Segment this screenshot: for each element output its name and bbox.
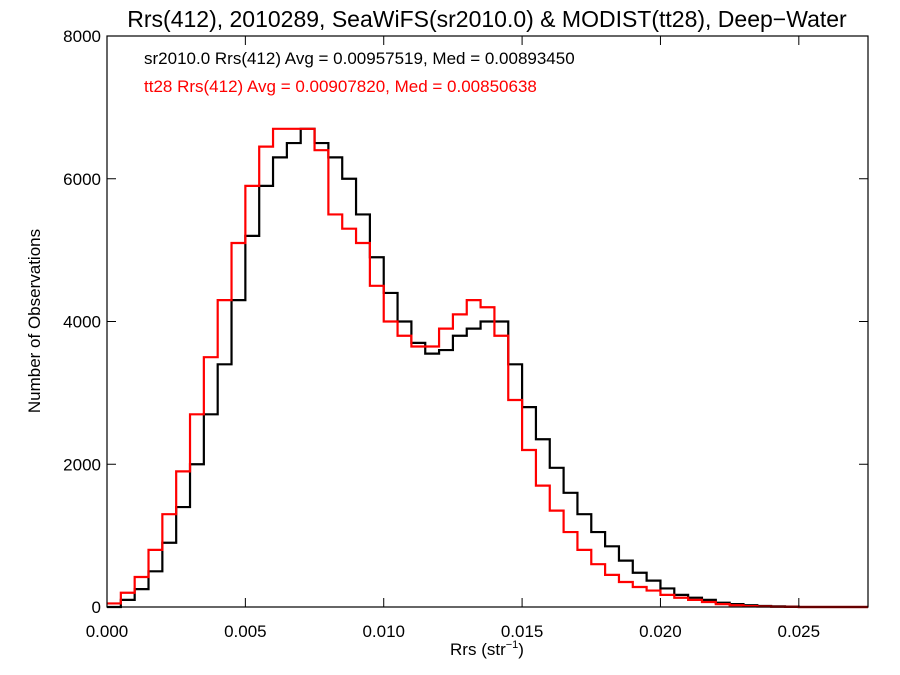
x-axis-label-close: ) xyxy=(518,640,524,659)
x-tick-label: 0.010 xyxy=(362,622,405,641)
annotation-sr2010-stats: sr2010.0 Rrs(412) Avg = 0.00957519, Med … xyxy=(144,49,575,68)
x-axis-label-main: Rrs (str xyxy=(450,640,506,659)
x-axis-ticks: 0.000 0.005 0.010 0.015 0.020 0.025 xyxy=(86,36,820,641)
x-tick-label: 0.000 xyxy=(86,622,129,641)
x-axis-label-superscript: −1 xyxy=(506,639,519,651)
y-axis-label: Number of Observations xyxy=(25,229,44,413)
series-layer xyxy=(107,127,868,609)
x-axis-label: Rrs (str−1) xyxy=(450,639,524,659)
y-tick-label: 8000 xyxy=(63,27,101,46)
y-tick-label: 2000 xyxy=(63,455,101,474)
x-tick-label: 0.005 xyxy=(224,622,267,641)
y-tick-label: 0 xyxy=(92,598,101,617)
series-tt28-line xyxy=(107,127,868,609)
x-tick-label: 0.020 xyxy=(639,622,682,641)
y-tick-label: 6000 xyxy=(63,170,101,189)
y-axis-ticks: 0 2000 4000 6000 8000 xyxy=(63,27,868,617)
annotation-tt28-stats: tt28 Rrs(412) Avg = 0.00907820, Med = 0.… xyxy=(144,77,537,96)
plot-frame xyxy=(106,35,869,608)
x-tick-label: 0.015 xyxy=(501,622,544,641)
x-tick-label: 0.025 xyxy=(778,622,821,641)
chart-title: Rrs(412), 2010289, SeaWiFS(sr2010.0) & M… xyxy=(127,6,847,32)
y-tick-label: 4000 xyxy=(63,313,101,332)
